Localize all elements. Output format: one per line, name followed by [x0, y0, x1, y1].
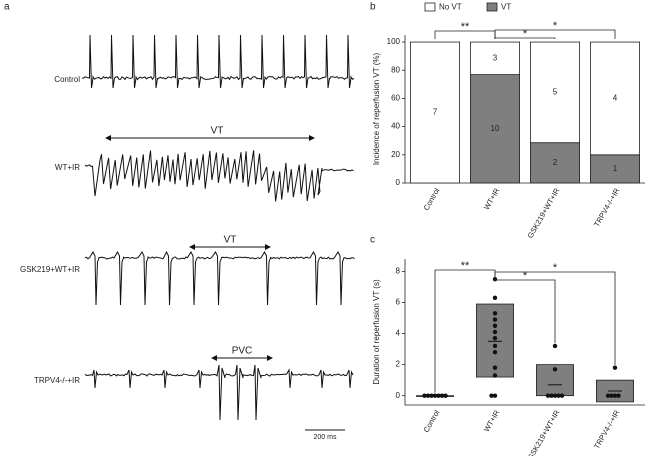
data-point: [545, 393, 551, 398]
x-tick-label: GSK219+WT+IR: [526, 186, 562, 240]
y-tick-label: 80: [391, 65, 400, 74]
legend-swatch: [424, 2, 436, 12]
y-tick-label: 0: [396, 391, 401, 400]
bar-segment: [469, 74, 520, 184]
y-tick-label: 6: [396, 298, 401, 307]
data-point: [552, 367, 558, 372]
y-tick-label: 60: [391, 94, 400, 103]
panel-label: a: [4, 2, 10, 13]
x-tick-label: Control: [422, 186, 442, 212]
data-point: [492, 343, 498, 349]
data-point: [429, 393, 434, 398]
y-axis-label: Duration of reperfusion VT (s): [372, 279, 381, 385]
legend-label: No VT: [439, 3, 462, 12]
data-point: [552, 393, 558, 398]
axis: [404, 259, 645, 406]
ecg-trace: [84, 250, 355, 306]
data-point: [552, 343, 558, 349]
y-tick-label: 8: [396, 267, 401, 276]
trace-label: GSK219+WT+IR: [20, 265, 80, 274]
data-point: [605, 393, 611, 398]
annotation: VT: [224, 235, 237, 246]
y-tick-label: 40: [391, 122, 400, 131]
data-point: [492, 311, 498, 316]
box: [475, 303, 514, 378]
trace-label: WT+IR: [55, 163, 80, 172]
significance-label: *: [523, 270, 528, 282]
significance-label: *: [523, 28, 528, 40]
significance-bracket: [494, 276, 556, 343]
data-point: [439, 393, 445, 398]
y-tick-label: 20: [391, 150, 400, 159]
bar-segment: [530, 41, 581, 144]
data-point: [492, 393, 498, 398]
bar-segment: [469, 41, 520, 76]
ecg-trace: [84, 150, 354, 202]
data-point: [492, 329, 498, 335]
panel-label: b: [370, 2, 376, 13]
trace-label: Control: [54, 75, 80, 84]
significance-bracket: [494, 29, 616, 40]
data-point: [492, 373, 498, 378]
x-tick-label: TRPV4-/-+IR: [592, 186, 622, 228]
data-label: 3: [493, 53, 498, 62]
scale-bar-label: 200 ms: [314, 434, 337, 441]
bar-segment: [590, 41, 641, 156]
data-point: [492, 336, 498, 341]
data-point: [492, 295, 498, 301]
y-tick-label: 100: [387, 37, 401, 46]
data-point: [492, 365, 498, 370]
bar-segment: [409, 41, 460, 184]
y-axis-label: Incidence of reperfusion VT (%): [372, 52, 381, 165]
panel-label: c: [370, 235, 375, 246]
ecg-trace: [81, 34, 355, 89]
significance-label: **: [461, 260, 470, 272]
significance-label: **: [461, 21, 470, 33]
data-label: 1: [613, 164, 618, 173]
significance-label: *: [553, 20, 558, 32]
data-label: 7: [433, 108, 438, 117]
x-tick-label: TRPV4-/-+IR: [592, 408, 622, 450]
data-label: 5: [553, 87, 558, 96]
data-point: [612, 393, 618, 398]
data-point: [492, 317, 498, 322]
y-tick-label: 0: [396, 178, 401, 187]
annotation: PVC: [232, 346, 253, 357]
significance-bracket: [494, 271, 616, 365]
data-point: [612, 365, 618, 370]
bar-segment: [530, 142, 581, 184]
data-label: 10: [491, 124, 500, 133]
x-tick-label: WT+IR: [482, 186, 502, 211]
y-tick-label: 4: [396, 329, 401, 338]
legend-label: VT: [501, 3, 511, 12]
data-point: [549, 393, 554, 398]
data-point: [556, 393, 561, 398]
data-point: [492, 323, 498, 328]
trace-label: TRPV4-/-+IR: [34, 376, 80, 385]
data-point: [432, 393, 438, 398]
x-tick-label: GSK219+WT+IR: [526, 408, 562, 456]
data-point: [422, 393, 427, 398]
data-point: [425, 393, 431, 398]
y-tick-label: 2: [396, 360, 401, 369]
x-tick-label: WT+IR: [482, 408, 502, 433]
data-point: [492, 349, 498, 355]
data-point: [609, 393, 614, 398]
data-label: 2: [553, 158, 558, 167]
significance-label: *: [553, 262, 558, 274]
legend-swatch: [486, 2, 498, 12]
data-point: [616, 393, 621, 398]
annotation: VT: [211, 126, 224, 137]
ecg-traces: [81, 34, 355, 421]
data-point: [443, 393, 448, 398]
data-point: [436, 393, 441, 398]
data-point: [559, 393, 565, 398]
data-point: [489, 393, 494, 398]
x-tick-label: Control: [422, 408, 442, 434]
ecg-trace: [84, 364, 354, 421]
data-label: 4: [613, 94, 618, 103]
